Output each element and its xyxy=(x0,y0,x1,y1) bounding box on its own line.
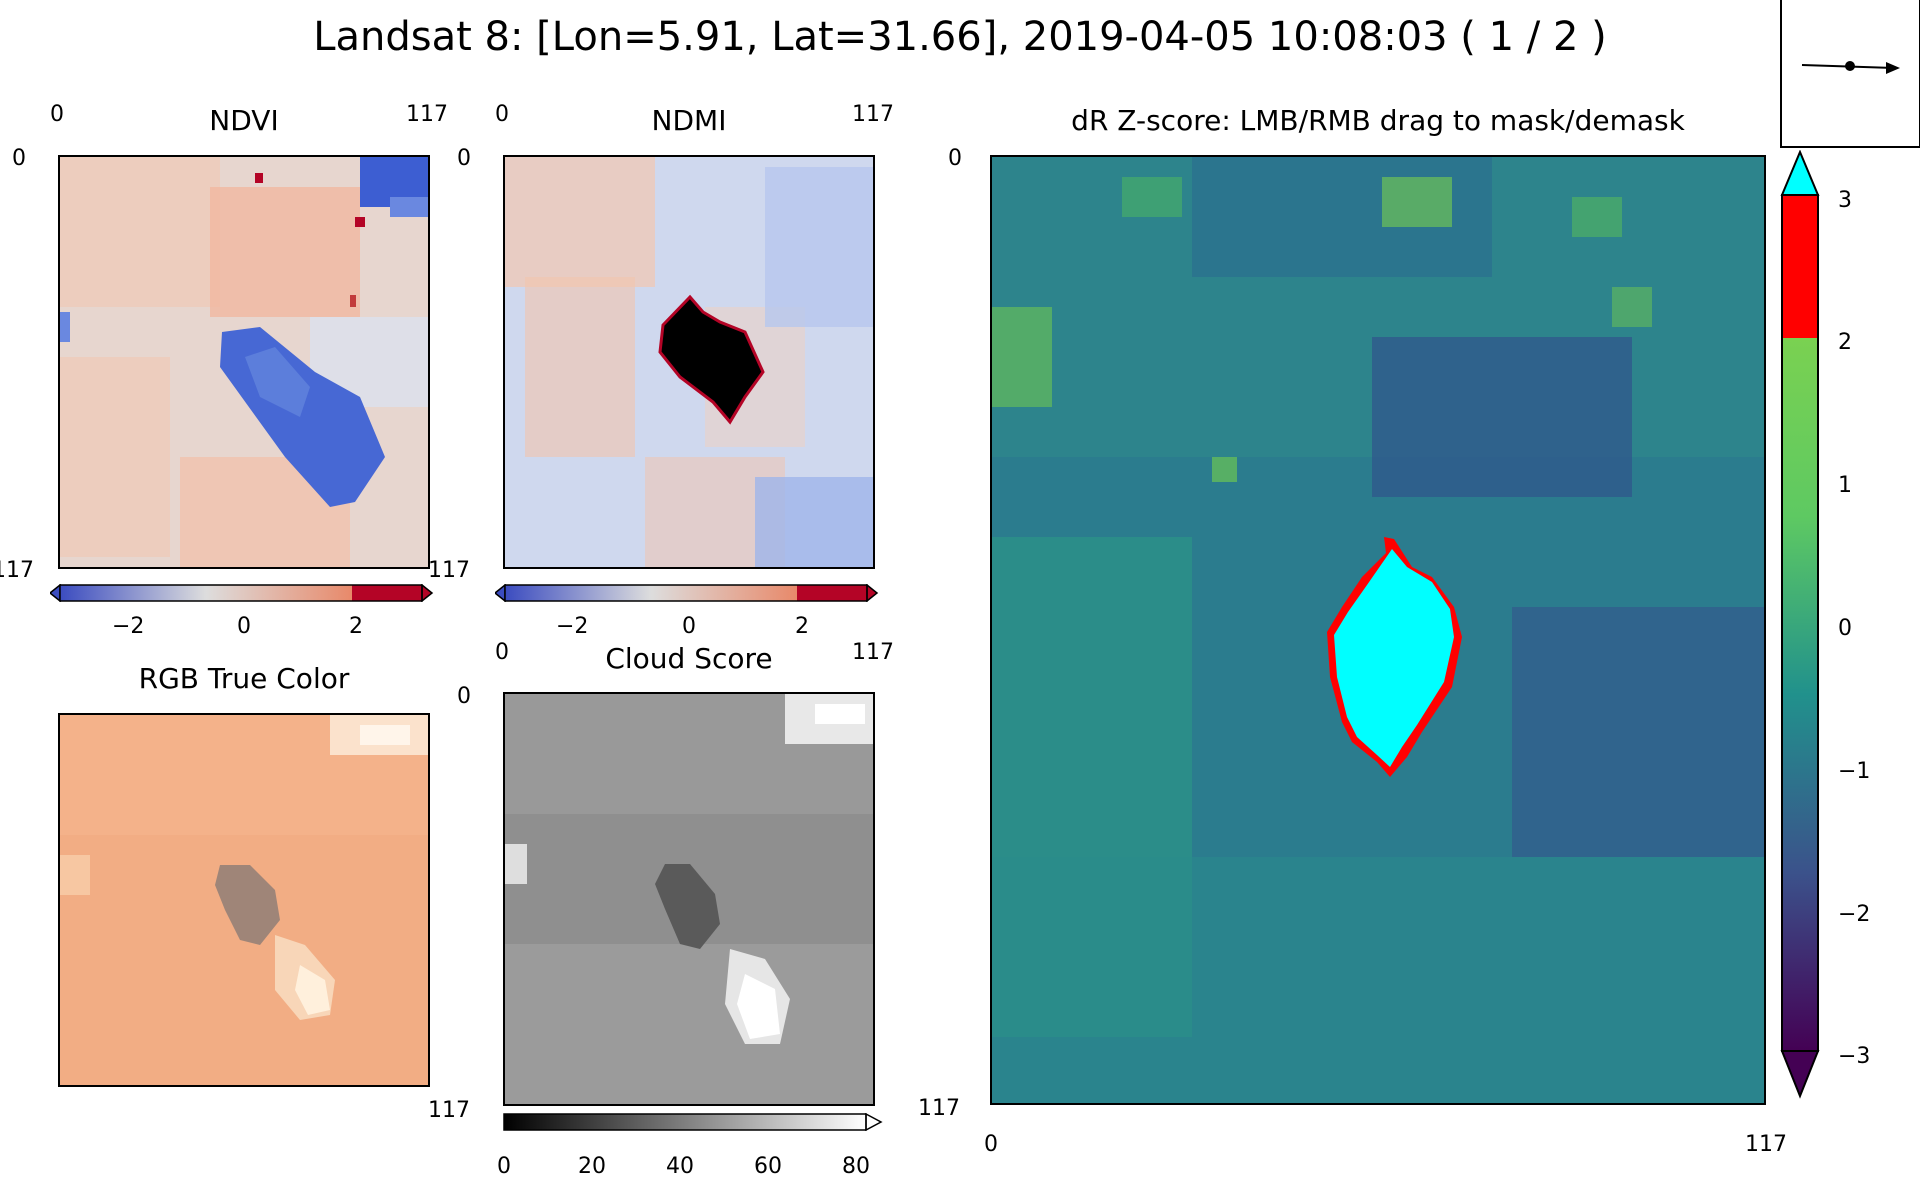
zscore-cbar-tick-neg1: −1 xyxy=(1838,759,1871,784)
zscore-title: dR Z-score: LMB/RMB drag to mask/demask xyxy=(1071,104,1685,137)
navigator-button[interactable] xyxy=(1780,0,1920,148)
zscore-cbar-tick-3: 3 xyxy=(1838,188,1852,213)
ndvi-cbar-tick-neg2: −2 xyxy=(112,614,145,639)
arrow-right-icon xyxy=(1801,61,1900,74)
ndmi-title: NDMI xyxy=(651,104,727,137)
rgb-image-panel[interactable] xyxy=(58,713,430,1087)
zscore-colorbar xyxy=(1780,150,1820,1110)
zscore-y-tick-start: 0 xyxy=(948,146,962,171)
ndvi-image-panel[interactable] xyxy=(58,155,430,569)
zscore-cbar-tick-2: 2 xyxy=(1838,330,1852,355)
ndvi-title: NDVI xyxy=(209,104,279,137)
cloud-cbar-tick-20: 20 xyxy=(578,1154,606,1179)
ndvi-x-tick-start: 0 xyxy=(50,102,64,127)
zscore-cbar-tick-neg3: −3 xyxy=(1838,1044,1871,1069)
cloud-colorbar xyxy=(503,1113,887,1131)
figure-title: Landsat 8: [Lon=5.91, Lat=31.66], 2019-0… xyxy=(313,14,1607,60)
cloud-image-panel[interactable] xyxy=(503,692,875,1106)
ndmi-x-tick-start: 0 xyxy=(495,102,509,127)
ndmi-y-tick-start: 0 xyxy=(457,146,471,171)
ndmi-y-tick-end: 117 xyxy=(428,558,470,583)
zscore-cbar-tick-0: 0 xyxy=(1838,616,1852,641)
ndvi-y-tick-start: 0 xyxy=(12,146,26,171)
zscore-cbar-tick-neg2: −2 xyxy=(1838,902,1871,927)
ndvi-colorbar xyxy=(50,584,434,602)
ndmi-colorbar xyxy=(495,584,879,602)
zscore-y-tick-end: 117 xyxy=(918,1096,960,1121)
cloud-cbar-tick-60: 60 xyxy=(754,1154,782,1179)
zscore-x-tick-start: 0 xyxy=(984,1132,998,1157)
ndmi-cbar-tick-2: 2 xyxy=(795,614,809,639)
ndmi-image-panel[interactable] xyxy=(503,155,875,569)
cloud-cbar-tick-40: 40 xyxy=(666,1154,694,1179)
ndvi-cbar-tick-0: 0 xyxy=(237,614,251,639)
cloud-x-tick-start: 0 xyxy=(495,640,509,665)
cloud-title: Cloud Score xyxy=(605,642,773,675)
ndvi-x-tick-end: 117 xyxy=(406,102,448,127)
cloud-x-tick-end: 117 xyxy=(852,640,894,665)
ndmi-cbar-tick-0: 0 xyxy=(682,614,696,639)
zscore-cbar-tick-1: 1 xyxy=(1838,473,1852,498)
ndvi-cbar-tick-2: 2 xyxy=(349,614,363,639)
zscore-x-tick-end: 117 xyxy=(1745,1132,1787,1157)
ndmi-cbar-tick-neg2: −2 xyxy=(556,614,589,639)
ndvi-y-tick-end: 117 xyxy=(0,558,34,583)
rgb-title: RGB True Color xyxy=(138,662,350,695)
cloud-cbar-tick-0: 0 xyxy=(497,1154,511,1179)
cloud-y-tick-end: 117 xyxy=(428,1098,470,1123)
zscore-image-panel[interactable] xyxy=(990,155,1766,1105)
cloud-cbar-tick-80: 80 xyxy=(842,1154,870,1179)
cloud-y-tick-start: 0 xyxy=(457,684,471,709)
ndmi-x-tick-end: 117 xyxy=(852,102,894,127)
